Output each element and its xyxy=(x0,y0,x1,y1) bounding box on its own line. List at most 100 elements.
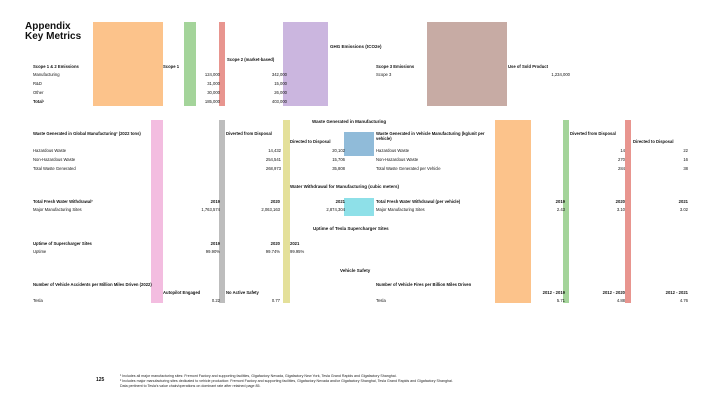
ghg-scope1-header: Scope 1 xyxy=(163,64,180,69)
water-section-title: Water Withdrawal for Manufacturing (cubi… xyxy=(290,184,400,189)
safety-no-active-value: 0.77 xyxy=(271,298,280,303)
page-subtitle: Key Metrics xyxy=(25,31,82,42)
ghg-row-label: Other xyxy=(33,90,44,95)
water-left-year: 2020 xyxy=(270,199,280,204)
waste-diverted-value: 14 xyxy=(620,148,625,153)
accent-bar-orange-2 xyxy=(495,120,531,303)
uptime-year: 2019 xyxy=(210,241,220,246)
waste-section-title: Waste Generated in Manufacturing xyxy=(312,119,387,124)
safety-autopilot-value: 0.22 xyxy=(211,298,220,303)
waste-right-diverted-header: Diverted from Disposal xyxy=(570,131,616,136)
ghg-scope3-label: Scope 3 xyxy=(376,72,392,77)
uptime-year: 2020 xyxy=(270,241,280,246)
ghg-scope2-value: 342,000 xyxy=(271,72,287,77)
page-title: Appendix xyxy=(25,21,71,32)
ghg-scope1-value: 31,000 xyxy=(207,81,220,86)
waste-directed-value: 16 xyxy=(683,157,688,162)
safety-no-active-header: No Active Safety xyxy=(226,290,259,295)
safety-left-header: Number of Vehicle Accidents per Million … xyxy=(33,282,152,287)
ghg-scope2-value: 15,000 xyxy=(274,81,287,86)
accent-bar-brown xyxy=(427,22,507,106)
water-left-year: 2019 xyxy=(210,199,220,204)
ghg-row-label: Manufacturing xyxy=(33,72,60,77)
waste-directed-value: 38 xyxy=(683,166,688,171)
waste-directed-value: 20,102 xyxy=(332,148,345,153)
uptime-value: 99.90% xyxy=(205,249,220,254)
waste-row-label: Non-Hazardous Waste xyxy=(33,157,76,162)
uptime-header: Uptime of Supercharger Sites xyxy=(33,241,92,246)
accent-bar-blue xyxy=(344,132,374,156)
safety-right-header: Number of Vehicle Fires per Billion Mile… xyxy=(376,282,472,287)
waste-row-label: Total Waste Generated xyxy=(33,166,76,171)
safety-right-year: 2012 - 2021 xyxy=(665,290,688,295)
accent-bar-purple xyxy=(283,22,328,106)
ghg-section-title: GHG Emissions (tCO2e) xyxy=(330,44,382,49)
accent-bar-orange xyxy=(93,22,163,106)
footnote: ² Includes major manufacturing sites ded… xyxy=(120,379,453,383)
waste-diverted-value: 268,973 xyxy=(265,166,281,171)
accent-bar-green-2 xyxy=(563,120,569,303)
ghg-use-sold-header: Use of Sold Product xyxy=(508,64,549,69)
waste-directed-value: 15,706 xyxy=(332,157,345,162)
water-right-year: 2019 xyxy=(555,199,565,204)
safety-section-title: Vehicle Safety xyxy=(340,268,371,273)
ghg-scope1-value: 30,000 xyxy=(207,90,220,95)
water-value: 2.43 xyxy=(556,207,565,212)
water-left-header: Total Fresh Water Withdrawal² xyxy=(33,199,93,204)
waste-diverted-value: 14,432 xyxy=(268,148,281,153)
accent-bar-gray xyxy=(219,120,225,303)
waste-right-directed-header: Directed to Disposal xyxy=(633,139,674,144)
waste-left-directed-header: Directed to Disposal xyxy=(290,139,331,144)
waste-diverted-value: 284 xyxy=(618,166,625,171)
waste-diverted-value: 270 xyxy=(618,157,625,162)
uptime-value: 99.74% xyxy=(265,249,280,254)
accent-bar-red xyxy=(219,22,225,106)
water-value: 2,874,304 xyxy=(326,207,345,212)
footnote: ¹ Includes all major manufacturing sites… xyxy=(120,374,397,378)
water-value: 3.02 xyxy=(679,207,688,212)
waste-left-header: Waste Generated in Global Manufacturing²… xyxy=(33,131,141,136)
water-right-header: Total Fresh Water Withdrawal (per vehicl… xyxy=(376,199,461,204)
ghg-scope1-value: 185,000 xyxy=(204,99,220,104)
water-right-year: 2020 xyxy=(615,199,625,204)
waste-diverted-value: 254,541 xyxy=(265,157,281,162)
uptime-row-label: Uptime xyxy=(33,249,47,254)
accent-bar-cyan xyxy=(344,198,374,216)
ghg-row-label: Total¹ xyxy=(33,99,45,104)
uptime-section-title: Uptime of Tesla Supercharger Sites xyxy=(313,226,389,231)
accent-bar-green xyxy=(184,22,196,106)
waste-row-label: Non-Hazardous Waste xyxy=(376,157,419,162)
accent-bar-red-2 xyxy=(625,120,631,303)
water-value: 3.10 xyxy=(616,207,625,212)
waste-left-diverted-header: Diverted from Disposal xyxy=(226,131,272,136)
ghg-scope2-value: 403,000 xyxy=(271,99,287,104)
safety-fire-value: 5.71 xyxy=(556,298,565,303)
waste-right-header: Waste Generated in Vehicle Manufacturing… xyxy=(376,131,485,141)
water-right-year: 2021 xyxy=(678,199,688,204)
safety-fire-value: 4.88 xyxy=(616,298,625,303)
waste-row-label: Hazardous Waste xyxy=(33,148,67,153)
page-number: 125 xyxy=(96,377,105,383)
ghg-scope2-header: Scope 2 (market-based) xyxy=(227,57,275,62)
footnote: Data pertinent to Tesla's value chain/op… xyxy=(120,384,261,388)
waste-directed-value: 22 xyxy=(683,148,688,153)
safety-right-year: 2012 - 2019 xyxy=(542,290,565,295)
waste-directed-value: 35,808 xyxy=(332,166,345,171)
uptime-value: 99.95% xyxy=(290,249,305,254)
safety-autopilot-header: Autopilot Engaged xyxy=(163,290,201,295)
accent-bar-yellow xyxy=(283,120,290,303)
waste-row-label: Hazardous Waste xyxy=(376,148,410,153)
ghg-scope3-value: 1,234,000 xyxy=(551,72,570,77)
uptime-year: 2021 xyxy=(290,241,300,246)
safety-fire-value: 4.76 xyxy=(679,298,688,303)
ghg-scope1-value: 124,000 xyxy=(204,72,220,77)
water-value: 2,063,163 xyxy=(261,207,280,212)
water-value: 1,763,574 xyxy=(201,207,220,212)
safety-right-year: 2012 - 2020 xyxy=(602,290,625,295)
ghg-scope12-header: Scope 1 & 2 Emissions xyxy=(33,64,79,69)
water-left-year: 2021 xyxy=(335,199,345,204)
accent-bar-pink xyxy=(151,120,163,303)
ghg-scope3-header: Scope 3 Emissions xyxy=(376,64,415,69)
waste-row-label: Total Waste Generated per Vehicle xyxy=(376,166,441,171)
safety-row-label: Tesla xyxy=(33,298,43,303)
